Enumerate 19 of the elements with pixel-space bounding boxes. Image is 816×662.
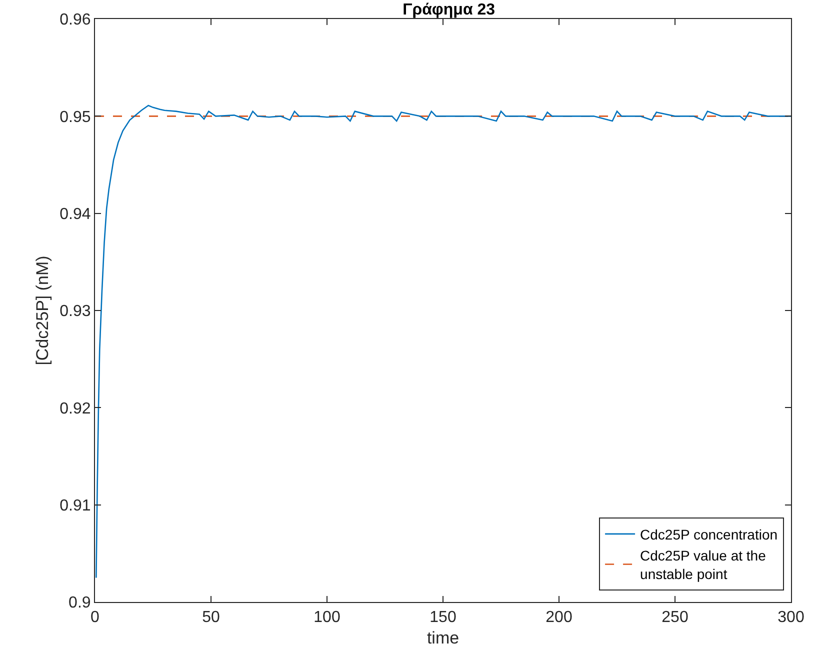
y-axis-title: [Cdc25P] (nM) bbox=[33, 256, 52, 366]
x-tick-label: 50 bbox=[202, 609, 220, 626]
x-tick-label: 250 bbox=[662, 609, 688, 626]
y-tick-label: 0.9 bbox=[68, 594, 91, 612]
y-tick-label: 0.95 bbox=[60, 108, 91, 126]
chart-title: Γράφημα 23 bbox=[402, 2, 496, 19]
x-tick-label: 150 bbox=[430, 609, 456, 626]
x-tick-label: 0 bbox=[90, 609, 100, 626]
y-tick-label: 0.92 bbox=[60, 400, 91, 418]
legend-label: Cdc25P value at the unstable point bbox=[640, 548, 766, 582]
x-tick-label: 300 bbox=[778, 609, 804, 626]
y-tick-label: 0.93 bbox=[60, 303, 91, 320]
x-tick-label: 200 bbox=[546, 609, 572, 626]
y-tick-label: 0.96 bbox=[60, 12, 91, 29]
y-tick-label: 0.91 bbox=[60, 497, 91, 514]
x-tick-label: 100 bbox=[314, 609, 340, 626]
legend-label: Cdc25P concentration bbox=[640, 526, 778, 542]
y-tick-label: 0.94 bbox=[60, 206, 91, 223]
x-axis-title: time bbox=[426, 628, 460, 648]
